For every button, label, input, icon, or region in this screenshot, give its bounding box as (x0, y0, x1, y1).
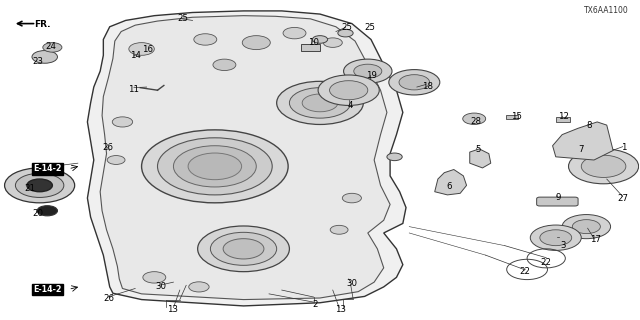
Circle shape (107, 156, 125, 164)
Polygon shape (435, 170, 467, 195)
Text: 23: 23 (32, 57, 44, 66)
Text: 26: 26 (102, 143, 113, 152)
Circle shape (194, 34, 217, 45)
Circle shape (572, 220, 600, 234)
Circle shape (344, 59, 392, 83)
Text: 27: 27 (618, 194, 629, 203)
Polygon shape (88, 11, 406, 306)
Text: 12: 12 (558, 112, 569, 121)
Circle shape (15, 173, 64, 197)
Text: 24: 24 (45, 42, 56, 51)
Bar (556, 117, 570, 122)
Circle shape (198, 226, 289, 272)
Text: 30: 30 (346, 279, 357, 288)
Circle shape (143, 272, 166, 283)
Text: 14: 14 (130, 52, 141, 60)
Circle shape (289, 88, 351, 118)
Text: 11: 11 (129, 85, 140, 94)
Circle shape (276, 81, 364, 124)
Text: 30: 30 (155, 282, 166, 292)
Circle shape (354, 64, 382, 78)
Circle shape (323, 38, 342, 47)
Text: 25: 25 (341, 23, 352, 32)
Text: 28: 28 (470, 117, 481, 126)
Text: 16: 16 (143, 45, 154, 54)
Circle shape (531, 225, 581, 251)
Circle shape (173, 146, 256, 187)
Circle shape (330, 81, 368, 100)
Text: E-14-2: E-14-2 (33, 285, 61, 294)
Text: 19: 19 (365, 71, 376, 80)
Text: 13: 13 (335, 305, 346, 314)
Circle shape (562, 215, 611, 239)
Circle shape (157, 138, 272, 195)
Text: E-14-2: E-14-2 (33, 164, 61, 173)
Circle shape (342, 193, 362, 203)
Circle shape (581, 155, 626, 178)
Circle shape (540, 230, 572, 246)
Text: 20: 20 (32, 209, 44, 218)
Text: 22: 22 (540, 258, 551, 267)
Circle shape (399, 75, 429, 90)
Circle shape (32, 51, 58, 63)
Circle shape (211, 232, 276, 265)
FancyBboxPatch shape (537, 197, 578, 206)
Polygon shape (552, 122, 613, 160)
Circle shape (27, 179, 52, 192)
Text: 3: 3 (561, 241, 566, 250)
Text: 21: 21 (24, 184, 35, 193)
Text: FR.: FR. (35, 20, 51, 29)
Circle shape (330, 225, 348, 234)
Bar (301, 44, 320, 51)
Circle shape (387, 153, 402, 161)
Ellipse shape (37, 206, 58, 216)
Text: 1: 1 (621, 143, 626, 152)
Circle shape (243, 36, 270, 50)
Polygon shape (470, 149, 491, 168)
Circle shape (463, 113, 486, 124)
Circle shape (188, 153, 242, 180)
Text: 10: 10 (308, 38, 319, 47)
Circle shape (223, 239, 264, 259)
Text: 2: 2 (312, 300, 317, 308)
Circle shape (213, 59, 236, 70)
Text: 5: 5 (476, 145, 481, 154)
Text: TX6AA1100: TX6AA1100 (584, 6, 629, 15)
Circle shape (283, 28, 306, 39)
Text: 17: 17 (590, 236, 601, 244)
Text: 13: 13 (166, 305, 178, 314)
Circle shape (43, 43, 62, 52)
Circle shape (112, 117, 132, 127)
Bar (506, 115, 518, 119)
Polygon shape (100, 16, 390, 300)
Text: 9: 9 (556, 193, 561, 202)
Circle shape (338, 29, 353, 37)
Text: 8: 8 (586, 121, 591, 130)
Text: 26: 26 (104, 294, 115, 303)
Text: 22: 22 (520, 267, 531, 276)
Circle shape (318, 75, 380, 105)
Circle shape (389, 69, 440, 95)
Text: 6: 6 (446, 181, 451, 190)
Circle shape (4, 168, 75, 203)
Circle shape (568, 149, 639, 184)
Circle shape (129, 43, 154, 55)
Circle shape (141, 130, 288, 203)
Circle shape (189, 282, 209, 292)
Text: 18: 18 (422, 82, 433, 91)
Text: 25: 25 (364, 23, 375, 32)
Circle shape (302, 94, 338, 112)
Text: 25: 25 (177, 14, 189, 23)
Text: 15: 15 (511, 112, 522, 121)
Circle shape (312, 36, 328, 43)
Text: 4: 4 (347, 101, 353, 110)
Text: 7: 7 (579, 145, 584, 154)
